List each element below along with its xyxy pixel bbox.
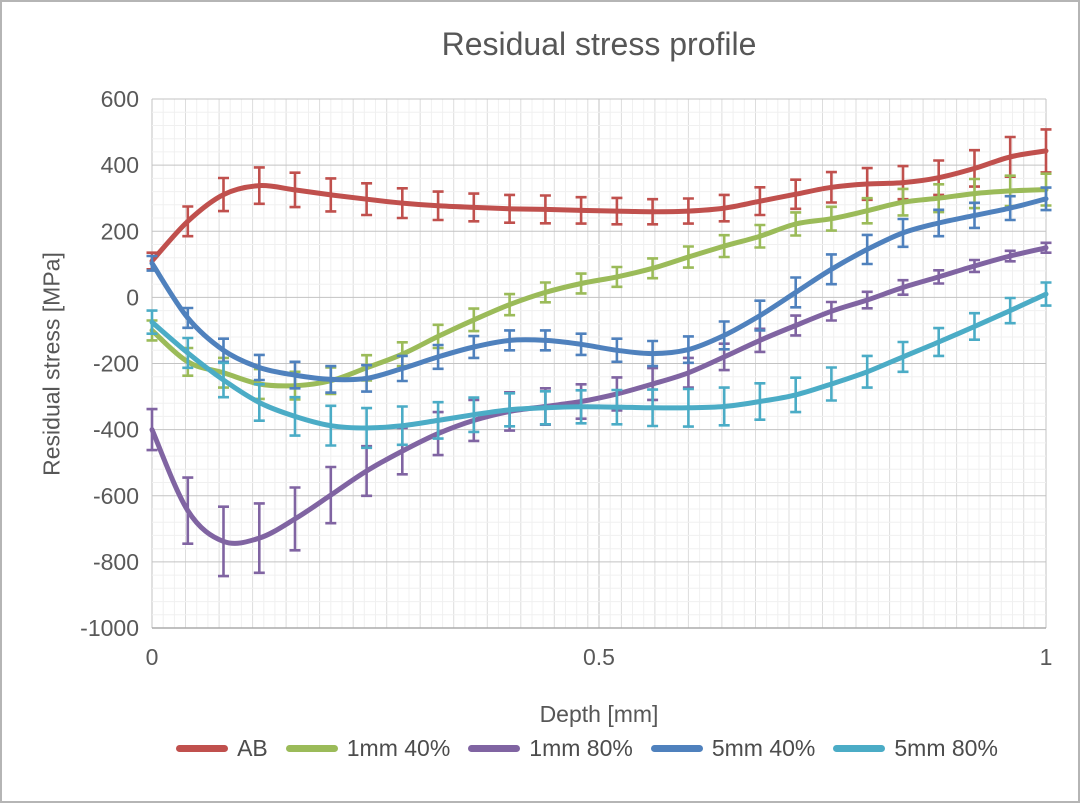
series-line-ab: [149, 148, 1049, 264]
y-tick-label: 0: [126, 284, 139, 310]
legend-swatch-5mm-80: [833, 745, 886, 752]
y-tick-label: -200: [93, 351, 139, 377]
error-bars-5mm-40: [146, 186, 1052, 394]
y-tick-label: 600: [101, 86, 139, 112]
series-line-1mm-40: [149, 187, 1049, 389]
y-tick-label: -600: [93, 483, 139, 509]
y-tick-label: 200: [101, 218, 139, 244]
series-line-5mm-80: [149, 291, 1049, 431]
legend-item-1mm-40: 1mm 40%: [285, 735, 451, 762]
legend-item-5mm-40: 5mm 40%: [650, 735, 816, 762]
y-tick-label: -400: [93, 417, 139, 443]
y-tick-label: -1000: [80, 615, 139, 641]
legend-item-1mm-80: 1mm 80%: [468, 735, 633, 762]
series-line-1mm-80: [149, 245, 1049, 546]
legend-swatch-1mm-80: [468, 745, 521, 752]
x-tick-label: 0: [146, 644, 159, 670]
y-tick-label: 400: [101, 152, 139, 178]
y-axis-title: Residual stress [MPa]: [38, 252, 65, 476]
legend-swatch-5mm-40: [650, 745, 703, 752]
legend-label: 1mm 40%: [346, 735, 451, 761]
legend-swatch-1mm-40: [285, 745, 338, 752]
x-tick-label: 1: [1040, 644, 1053, 670]
legend-label: 5mm 40%: [711, 735, 816, 761]
series-line-5mm-40: [149, 196, 1049, 383]
legend-label: AB: [237, 735, 268, 761]
legend-item-5mm-80: 5mm 80%: [833, 735, 998, 762]
legend: AB 1mm 40% 1mm 80% 5mm 40% 5mm 80%: [122, 735, 1052, 762]
x-tick-label: 0.5: [583, 644, 615, 670]
x-axis-title: Depth [mm]: [539, 701, 659, 727]
y-tick-label: -800: [93, 549, 139, 575]
legend-label: 1mm 80%: [529, 735, 633, 761]
legend-label: 5mm 80%: [894, 735, 998, 761]
chart-title: Residual stress profile: [441, 26, 757, 62]
legend-swatch-ab: [176, 745, 229, 752]
legend-item-ab: AB: [176, 735, 268, 762]
